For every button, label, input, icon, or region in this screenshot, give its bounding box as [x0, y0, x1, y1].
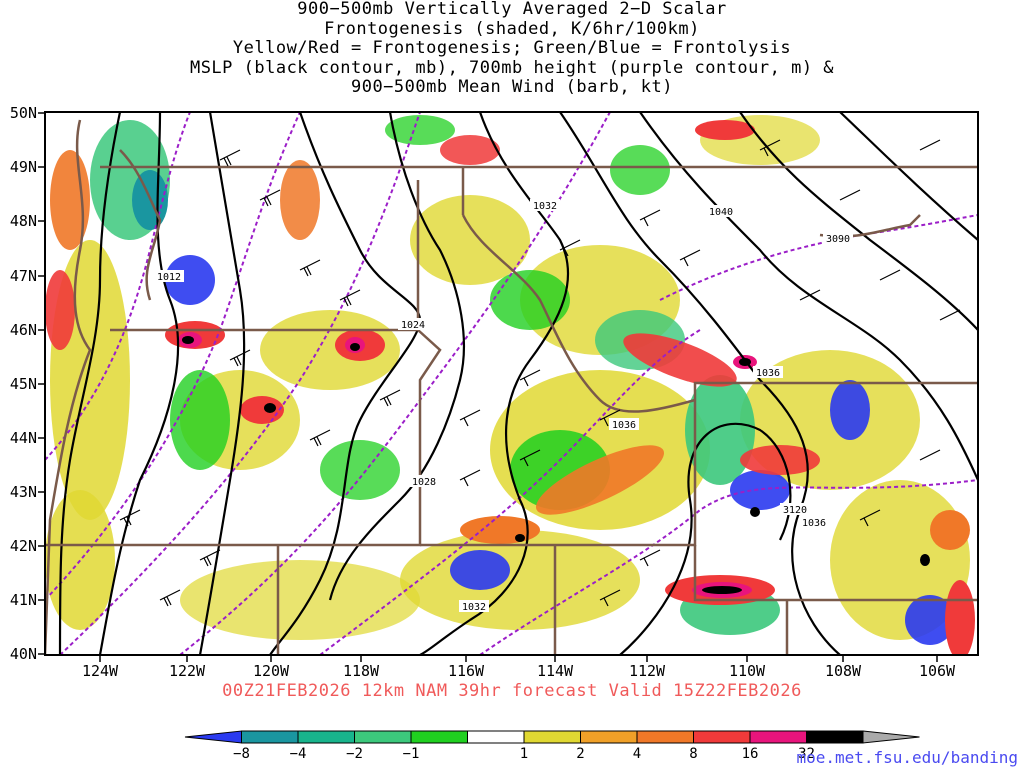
mslp-label-text: 1032: [533, 201, 557, 212]
colorbar-label: 8: [689, 746, 697, 762]
mslp-label-text: 1036: [756, 368, 780, 379]
mslp-label-text: 1012: [157, 272, 181, 283]
lon-label: 118W: [343, 662, 380, 680]
mslp-label-text: 1036: [802, 518, 826, 529]
lon-label: 122W: [169, 662, 206, 680]
mslp-label-text: 1032: [462, 602, 486, 613]
longitude-axis: 124W 122W 120W 118W 116W 114W 112W 110W …: [82, 655, 956, 680]
mslp-label: 1032: [459, 600, 489, 613]
colorbar-segment: [241, 730, 299, 744]
credit-link[interactable]: moe.met.fsu.edu/banding: [796, 748, 1018, 767]
lon-label: 120W: [253, 662, 290, 680]
mslp-label: 1024: [398, 318, 428, 331]
colorbar-label: 16: [742, 746, 759, 762]
colorbar-segment: [580, 730, 638, 744]
map-title: 900−500mb Vertically Averaged 2−D Scalar…: [0, 0, 1024, 98]
colorbar-segment: [410, 730, 468, 744]
lon-label: 106W: [919, 662, 956, 680]
colorbar: −8 −4 −2 −1 1 2 4 8 16 32: [184, 730, 920, 762]
mslp-label: 1012: [154, 270, 184, 283]
lat-label: 40N: [10, 645, 37, 663]
lat-label: 45N: [10, 375, 37, 393]
colorbar-label: −4: [290, 746, 307, 762]
title-line-1: 900−500mb Vertically Averaged 2−D Scalar: [297, 0, 727, 19]
lat-label: 42N: [10, 537, 37, 555]
colorbar-label: 4: [633, 746, 641, 762]
lon-label: 108W: [825, 662, 862, 680]
forecast-valid-text: 00Z21FEB2026 12km NAM 39hr forecast Vali…: [222, 681, 802, 701]
wind-barbs: [119, 139, 961, 607]
lat-label: 44N: [10, 429, 37, 447]
colorbar-segment: [862, 730, 920, 744]
mslp-label: 1028: [409, 475, 439, 488]
colorbar-segment: [184, 730, 242, 744]
mslp-label: 1036: [799, 516, 829, 529]
state-boundaries: [45, 119, 978, 655]
mslp-label-text: 1036: [612, 420, 636, 431]
colorbar-label: −1: [403, 746, 420, 762]
title-line-5: 900−500mb Mean Wind (barb, kt): [350, 77, 674, 97]
height-label-text: 3120: [783, 505, 807, 516]
mslp-label-text: 1028: [412, 477, 436, 488]
mslp-contours: [58, 112, 978, 655]
lat-label: 46N: [10, 321, 37, 339]
colorbar-segment: [749, 730, 807, 744]
colorbar-segment: [636, 730, 694, 744]
contour-labels: 1012 1024 1028 1032 1032 1036 1036 1036 …: [154, 199, 853, 613]
mslp-label-text: 1040: [709, 207, 733, 218]
lon-label: 114W: [537, 662, 574, 680]
height-label: 3120: [780, 503, 810, 516]
height-label-text: 3090: [826, 234, 850, 245]
colorbar-label: 32: [798, 746, 815, 762]
title-line-4: MSLP (black contour, mb), 700mb height (…: [189, 57, 835, 78]
colorbar-label: 2: [576, 746, 584, 762]
mslp-label: 1036: [753, 366, 783, 379]
lon-label: 110W: [729, 662, 766, 680]
colorbar-segment: [297, 730, 355, 744]
mslp-label: 1032: [530, 199, 560, 212]
lat-label: 43N: [10, 483, 37, 501]
colorbar-segment: [523, 730, 581, 744]
frontogenesis-shading: [45, 115, 975, 655]
colorbar-segment: [806, 730, 864, 744]
title-line-3: Yellow/Red = Frontogenesis; Green/Blue =…: [232, 38, 792, 58]
lon-label: 124W: [82, 662, 119, 680]
lon-label: 116W: [448, 662, 485, 680]
colorbar-segment: [693, 730, 751, 744]
lat-label: 48N: [10, 212, 37, 230]
lat-label: 50N: [10, 104, 37, 122]
lon-label: 112W: [629, 662, 666, 680]
mslp-label: 1040: [706, 205, 736, 218]
colorbar-segment: [467, 730, 525, 744]
mslp-label-text: 1024: [401, 320, 425, 331]
colorbar-segment: [354, 730, 412, 744]
latitude-axis: 50N 49N 48N 47N 46N 45N 44N 43N 42N 41N …: [10, 104, 45, 663]
title-line-2: Frontogenesis (shaded, K/6hr/100km): [324, 18, 700, 39]
colorbar-label: 1: [520, 746, 528, 762]
lat-label: 41N: [10, 591, 37, 609]
lat-label: 49N: [10, 158, 37, 176]
colorbar-label: −8: [233, 746, 250, 762]
lat-label: 47N: [10, 267, 37, 285]
mslp-label: 1036: [609, 418, 639, 431]
height-label: 3090: [823, 232, 853, 245]
colorbar-label: −2: [346, 746, 363, 762]
